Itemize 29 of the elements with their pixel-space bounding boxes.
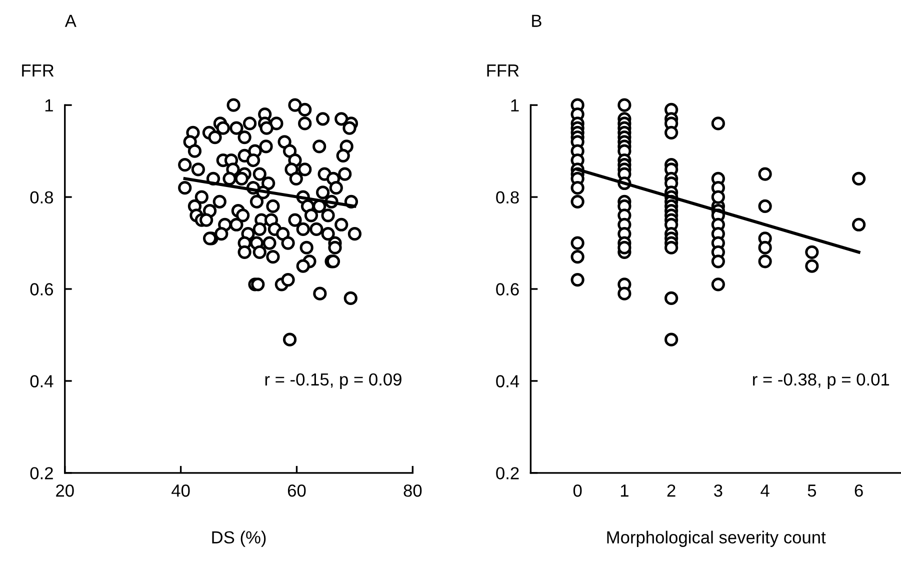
y-tick-label: 0.2	[30, 467, 53, 480]
chart-title: A	[64, 14, 76, 27]
y-tick-label: 0.6	[496, 283, 519, 296]
annotation: r = -0.15, p = 0.09	[265, 373, 402, 390]
y-tick-label: 0.6	[30, 283, 53, 296]
x-tick-label: 80	[404, 484, 422, 497]
x-axis-title: DS (%)	[212, 530, 266, 547]
x-tick-label: 5	[808, 484, 816, 497]
y-tick-label: 1	[45, 99, 53, 112]
y-tick-label: 0.4	[496, 375, 520, 388]
x-tick-label: 4	[760, 484, 770, 497]
x-tick-label: 20	[56, 484, 74, 497]
x-axis-title: Morphological severity count	[607, 530, 826, 547]
y-axis-title: FFR	[22, 64, 54, 76]
x-tick-label: 40	[172, 484, 190, 497]
y-tick-label: 0.4	[30, 375, 54, 388]
x-tick-label: 3	[714, 484, 722, 497]
chart-title: B	[532, 14, 542, 27]
x-tick-label: 0	[573, 484, 582, 497]
y-tick-label: 0.2	[496, 467, 519, 480]
x-tick-label: 2	[667, 484, 676, 497]
y-tick-label: 0.8	[30, 191, 54, 204]
y-axis-title: FFR	[487, 64, 519, 76]
y-tick-label: 0.8	[496, 191, 519, 204]
y-tick-label: 1	[511, 99, 519, 112]
x-tick-label: 60	[288, 484, 306, 497]
x-tick-label: 6	[854, 484, 863, 497]
x-tick-label: 1	[620, 484, 628, 497]
annotation: r = -0.38, p = 0.01	[753, 373, 890, 390]
